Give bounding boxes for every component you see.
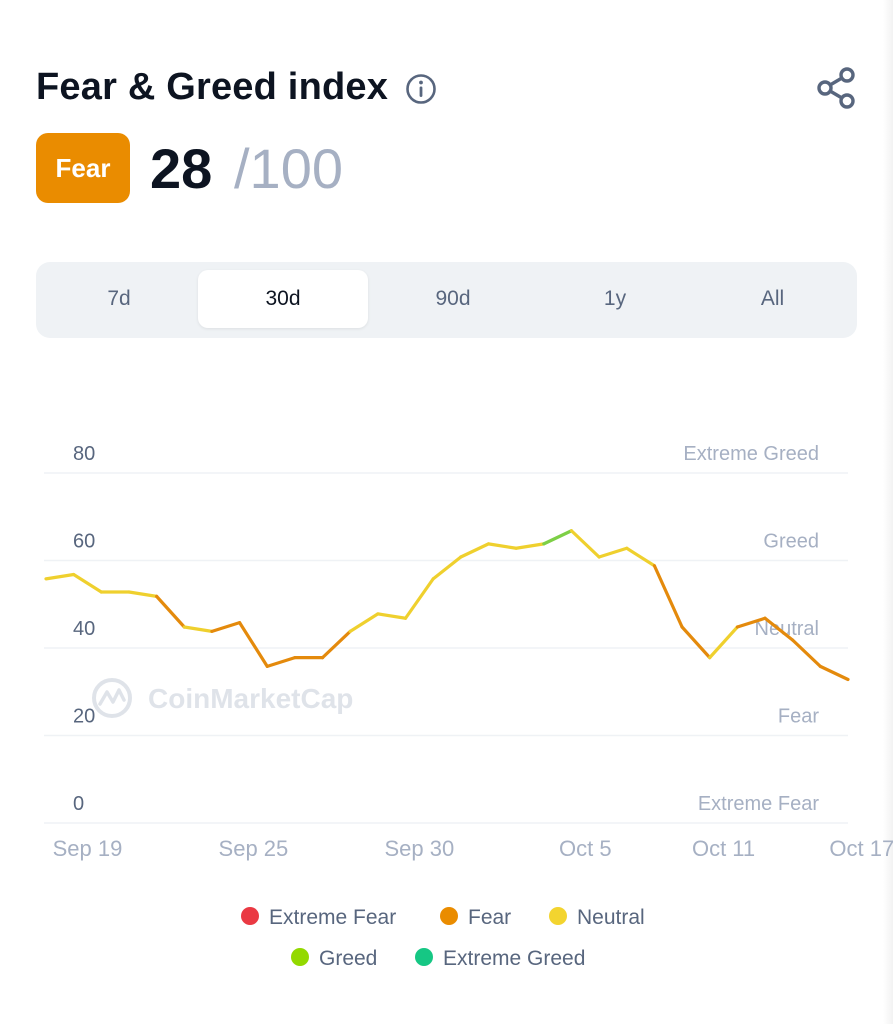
line-segment bbox=[542, 529, 574, 546]
legend-item-extreme-fear[interactable]: Extreme Fear bbox=[241, 906, 396, 929]
tab-all[interactable]: All bbox=[760, 287, 785, 310]
line-segment bbox=[348, 612, 380, 633]
y-axis-labels: 80 60 40 20 0 bbox=[73, 443, 95, 815]
score-row: Fear 28 /100 bbox=[36, 133, 857, 203]
watermark-text: CoinMarketCap bbox=[148, 683, 353, 714]
zone-label: Extreme Greed bbox=[683, 443, 819, 465]
header: Fear & Greed index bbox=[36, 64, 857, 114]
legend-item-neutral[interactable]: Neutral bbox=[549, 906, 645, 929]
legend-item-extreme-greed[interactable]: Extreme Greed bbox=[415, 947, 585, 970]
line-segment bbox=[210, 621, 242, 633]
score-value: 28 bbox=[150, 137, 213, 200]
tab-30d[interactable]: 30d bbox=[198, 270, 368, 328]
y-tick-label: 40 bbox=[73, 618, 95, 640]
zone-label: Extreme Fear bbox=[698, 793, 819, 815]
sentiment-badge: Fear bbox=[36, 133, 130, 203]
y-tick-label: 0 bbox=[73, 793, 84, 815]
line-segment bbox=[431, 555, 463, 581]
line-segment bbox=[72, 572, 103, 594]
coinmarketcap-logo-icon bbox=[92, 678, 132, 718]
info-icon[interactable] bbox=[404, 72, 438, 106]
line-segment bbox=[459, 542, 491, 559]
line-segment bbox=[569, 529, 601, 559]
tab-1y[interactable]: 1y bbox=[603, 287, 627, 310]
x-tick-label: Oct 11 bbox=[692, 836, 755, 861]
page-title: Fear & Greed index bbox=[36, 66, 389, 108]
score-max: /100 bbox=[234, 137, 343, 200]
tab-90d[interactable]: 90d bbox=[435, 287, 471, 310]
line-segment bbox=[625, 546, 657, 568]
share-icon[interactable] bbox=[813, 64, 857, 112]
line-segment bbox=[376, 612, 408, 620]
line-segment bbox=[403, 577, 435, 620]
line-segment bbox=[155, 594, 186, 629]
line-segment bbox=[818, 664, 850, 682]
zone-label: Fear bbox=[778, 706, 819, 728]
watermark: CoinMarketCap bbox=[92, 678, 353, 718]
line-segment bbox=[237, 621, 269, 668]
y-tick-label: 20 bbox=[73, 706, 95, 728]
line-segment bbox=[680, 625, 712, 660]
line-segment bbox=[708, 625, 739, 660]
legend-item-greed[interactable]: Greed bbox=[291, 947, 377, 970]
legend: Extreme Fear Fear Neutral Greed Extreme … bbox=[241, 906, 645, 970]
legend-dot-fear bbox=[440, 907, 458, 925]
y-tick-label: 80 bbox=[73, 443, 95, 465]
y-tick-label: 60 bbox=[73, 531, 95, 553]
line-segment bbox=[44, 572, 76, 581]
edge-shadow bbox=[883, 0, 893, 1024]
line-segment bbox=[652, 564, 684, 629]
x-tick-label: Sep 19 bbox=[53, 836, 123, 861]
line-segment bbox=[597, 546, 629, 559]
line-segment bbox=[265, 656, 297, 668]
line-segment bbox=[791, 638, 822, 668]
legend-item-fear[interactable]: Fear bbox=[440, 906, 511, 929]
x-axis-labels: Sep 19 Sep 25 Sep 30 Oct 5 Oct 11 Oct 17 bbox=[53, 836, 893, 861]
grid-lines bbox=[44, 472, 848, 824]
line-segment bbox=[182, 625, 214, 633]
time-range-tabs: 7d 30d 90d 1y All bbox=[36, 262, 857, 338]
zone-label: Greed bbox=[763, 531, 819, 553]
legend-label-extreme-greed: Extreme Greed bbox=[443, 947, 585, 970]
line-segment bbox=[514, 542, 546, 550]
legend-label-greed: Greed bbox=[319, 947, 377, 970]
line-segment bbox=[763, 616, 795, 642]
legend-dot-extreme-greed bbox=[415, 948, 433, 966]
legend-label-extreme-fear: Extreme Fear bbox=[269, 906, 396, 929]
legend-label-neutral: Neutral bbox=[577, 906, 645, 929]
legend-dot-extreme-fear bbox=[241, 907, 259, 925]
legend-label-fear: Fear bbox=[468, 906, 511, 929]
x-tick-label: Sep 30 bbox=[384, 836, 454, 861]
legend-dot-greed bbox=[291, 948, 309, 966]
index-line bbox=[44, 529, 850, 682]
line-segment bbox=[320, 629, 352, 660]
x-tick-label: Oct 5 bbox=[559, 836, 612, 861]
x-tick-label: Sep 25 bbox=[219, 836, 289, 861]
line-segment bbox=[735, 616, 767, 629]
line-segment bbox=[127, 590, 159, 598]
x-tick-label: Oct 17 bbox=[829, 836, 893, 861]
legend-dot-neutral bbox=[549, 907, 567, 925]
tab-7d[interactable]: 7d bbox=[107, 287, 131, 310]
line-segment bbox=[486, 542, 518, 550]
